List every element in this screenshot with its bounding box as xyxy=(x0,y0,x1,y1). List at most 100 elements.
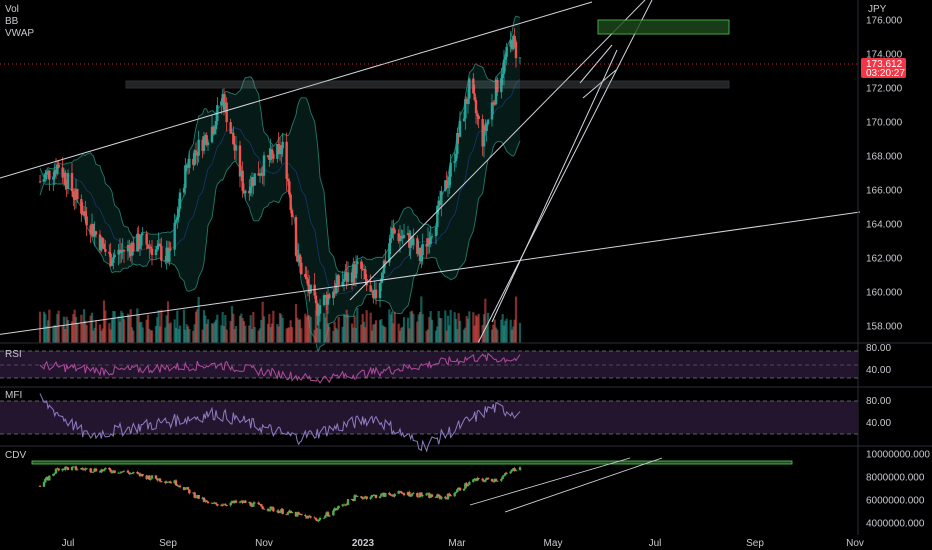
mfi-scale[interactable]: 80.00 40.00 xyxy=(866,396,891,429)
trendline xyxy=(477,0,653,344)
volume-bar xyxy=(484,298,487,343)
candle-body xyxy=(298,254,302,263)
candle-body xyxy=(85,216,88,226)
volume-bar xyxy=(164,327,167,343)
cdv-pane-label[interactable]: CDV xyxy=(5,450,26,461)
candle-body xyxy=(318,305,322,314)
volume-bar xyxy=(485,325,488,343)
candle-body xyxy=(397,233,400,242)
volume-bar xyxy=(130,327,134,343)
candle-body xyxy=(112,257,115,263)
candle-body xyxy=(214,120,218,130)
candle-body xyxy=(129,247,132,256)
cdv-body xyxy=(334,508,338,510)
volume-bar xyxy=(370,330,374,343)
cdv-body xyxy=(353,495,356,501)
cdv-body xyxy=(430,494,434,497)
candle-body xyxy=(261,172,264,176)
rsi-pane-label[interactable]: RSI xyxy=(5,349,22,360)
candle-body xyxy=(224,102,227,111)
legend-vwap[interactable]: VWAP xyxy=(5,28,34,39)
volume-bar xyxy=(64,329,67,343)
cdv-body xyxy=(354,495,358,497)
volume-bar xyxy=(390,311,394,343)
cdv-tick-label: 6000000.000 xyxy=(866,496,925,507)
candle-body xyxy=(154,249,158,256)
volume-bar xyxy=(425,330,428,343)
last-price-tag: 173.612 03:20:27 xyxy=(861,58,906,79)
volume-bar xyxy=(210,323,214,343)
cdv-body xyxy=(384,492,387,497)
cdv-body xyxy=(221,504,224,506)
rsi-pane[interactable] xyxy=(0,350,858,384)
time-tick-label: May xyxy=(544,538,563,549)
time-tick-label: Sep xyxy=(159,538,177,549)
volume-bar xyxy=(112,311,115,343)
volume-bar xyxy=(276,324,279,343)
candle-body xyxy=(221,94,224,102)
cdv-scale[interactable]: 10000000.000 8000000.000 6000000.000 400000… xyxy=(866,450,930,530)
rsi-scale[interactable]: 80.00 40.00 xyxy=(866,343,891,376)
cdv-body xyxy=(149,478,152,480)
candle-body xyxy=(109,253,112,266)
trendline xyxy=(582,69,617,99)
candle-body xyxy=(80,199,83,214)
volume-bar xyxy=(392,323,395,343)
cdv-body xyxy=(337,505,340,509)
cdv-body xyxy=(84,468,87,470)
volume-bar xyxy=(344,314,347,343)
candle-body xyxy=(202,136,206,151)
cdv-body xyxy=(185,487,188,489)
volume-bar xyxy=(121,312,124,343)
time-axis[interactable]: Jul Sep Nov 2023 Mar May Jul Sep Nov xyxy=(62,538,864,549)
cdv-body xyxy=(72,466,75,468)
price-tick-label: 168.000 xyxy=(866,152,903,163)
candle-body xyxy=(266,155,270,157)
cdv-body xyxy=(468,482,471,485)
cdv-pane[interactable] xyxy=(31,457,793,523)
cdv-body xyxy=(112,470,115,473)
volume-bar xyxy=(518,322,522,343)
price-pane[interactable] xyxy=(0,0,861,353)
candle-body xyxy=(446,184,450,189)
legend-bb[interactable]: BB xyxy=(5,16,19,27)
cdv-body xyxy=(500,478,503,481)
last-price-tag-bg xyxy=(861,58,906,78)
volume-bar xyxy=(173,319,176,343)
volume-bar xyxy=(81,323,84,343)
legend-vol[interactable]: Vol xyxy=(5,4,19,15)
cdv-body xyxy=(44,478,47,483)
cdv-body xyxy=(249,502,252,506)
volume-bar xyxy=(166,301,170,343)
cdv-body xyxy=(248,502,251,504)
cdv-body xyxy=(193,492,196,498)
price-scale[interactable]: 158.000 160.000 162.000 164.000 166.000 168.0… xyxy=(866,16,903,333)
cdv-body xyxy=(61,468,64,471)
cdv-body xyxy=(120,471,123,473)
cdv-body xyxy=(288,510,291,513)
volume-bar xyxy=(110,317,114,343)
candle-body xyxy=(132,242,135,252)
volume-bar xyxy=(89,315,92,343)
candle-body xyxy=(440,191,443,206)
volume-bar xyxy=(202,310,206,343)
cdv-drawings[interactable] xyxy=(31,457,793,513)
trend-drawings[interactable] xyxy=(0,0,861,344)
volume-bar xyxy=(341,326,344,343)
price-candles[interactable] xyxy=(38,28,522,326)
volume-bar xyxy=(233,329,236,343)
volume-bar xyxy=(502,325,506,343)
mfi-pane[interactable] xyxy=(0,393,858,453)
volume-bar xyxy=(53,324,56,343)
cdv-body xyxy=(278,511,282,514)
candle-body xyxy=(62,172,66,178)
volume-bar xyxy=(317,313,320,343)
volume-bar xyxy=(514,296,518,343)
cdv-body xyxy=(270,506,274,508)
volume-bar xyxy=(468,311,471,343)
cdv-body xyxy=(514,470,518,472)
mfi-pane-label[interactable]: MFI xyxy=(5,390,22,401)
volume-bar xyxy=(128,315,131,343)
volume-bar xyxy=(193,324,196,343)
